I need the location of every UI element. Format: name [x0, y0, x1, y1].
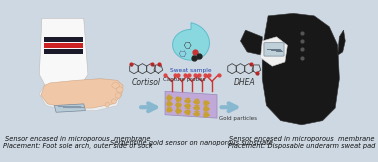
FancyBboxPatch shape — [264, 43, 284, 56]
Polygon shape — [54, 104, 85, 112]
Polygon shape — [262, 13, 339, 125]
Ellipse shape — [112, 82, 119, 88]
Text: Gold particles: Gold particles — [219, 116, 257, 122]
Text: Serpentine gold sensor on nanoporous substrate: Serpentine gold sensor on nanoporous sub… — [110, 140, 273, 146]
Text: Sensor encased in microporous  membrane
Placement: Foot sole arch, outer side of: Sensor encased in microporous membrane P… — [3, 136, 153, 149]
Polygon shape — [260, 37, 287, 66]
Polygon shape — [43, 43, 83, 48]
Polygon shape — [39, 79, 121, 111]
Polygon shape — [173, 23, 209, 60]
Text: Sensor encased in microporous  membrane
Placement: Disposable underarm sweat pad: Sensor encased in microporous membrane P… — [228, 136, 375, 149]
Polygon shape — [43, 49, 83, 54]
Text: Capture probes: Capture probes — [163, 77, 206, 82]
Polygon shape — [41, 79, 123, 108]
Polygon shape — [43, 37, 83, 42]
Polygon shape — [240, 30, 262, 55]
Polygon shape — [165, 91, 217, 118]
Ellipse shape — [112, 99, 116, 104]
Text: Sweat sample: Sweat sample — [170, 68, 212, 73]
Ellipse shape — [105, 102, 109, 107]
Ellipse shape — [115, 93, 121, 98]
Polygon shape — [338, 30, 345, 55]
Ellipse shape — [116, 87, 123, 93]
Text: DHEA: DHEA — [234, 78, 256, 87]
Polygon shape — [39, 18, 88, 87]
Text: Cortisol: Cortisol — [132, 78, 161, 87]
